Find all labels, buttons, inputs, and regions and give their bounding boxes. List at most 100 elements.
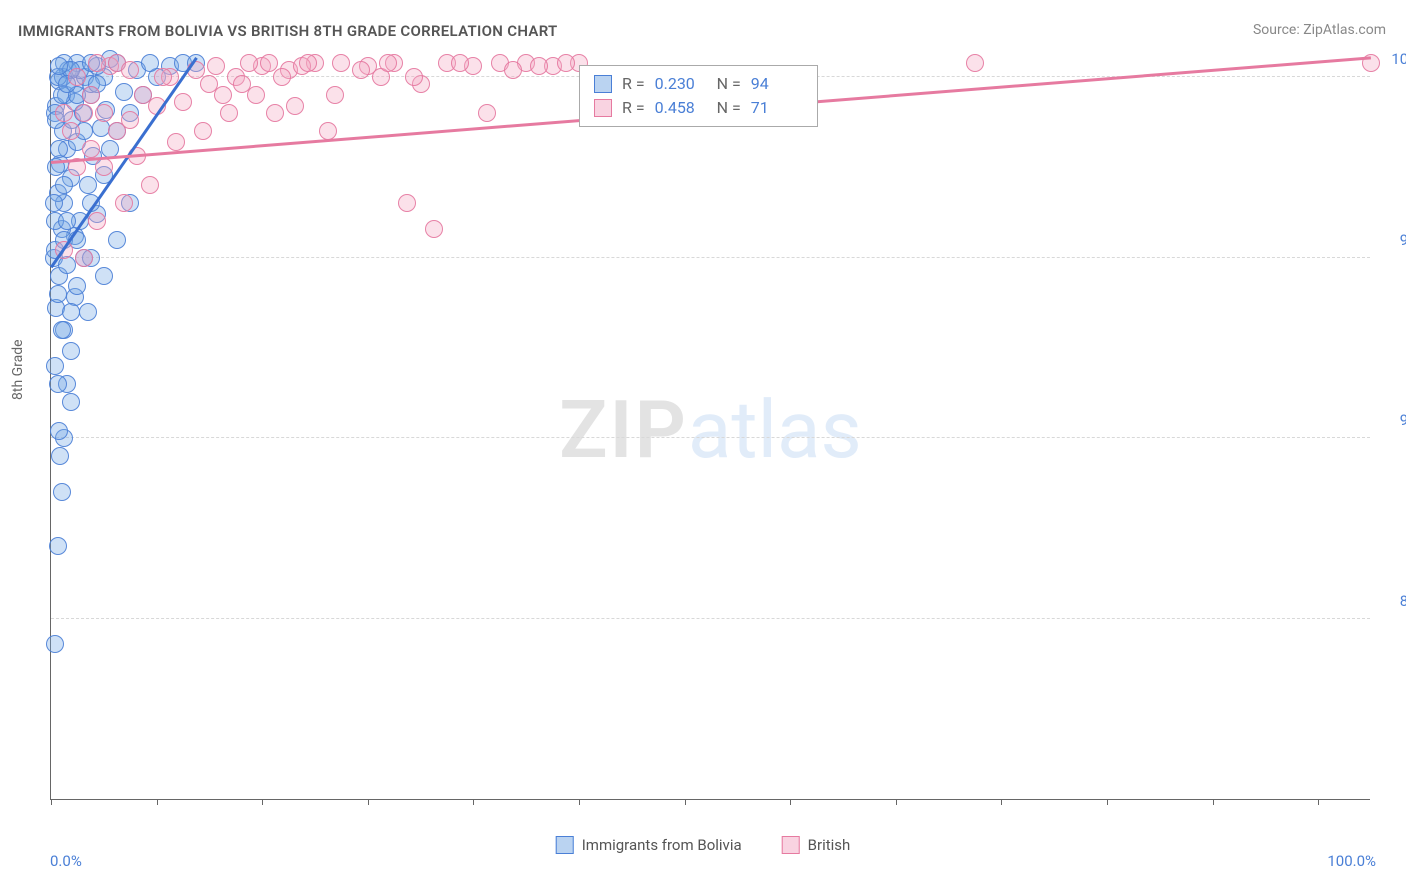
stats-swatch-icon (594, 99, 612, 117)
x-tick-label-min: 0.0% (50, 852, 82, 870)
data-point (214, 86, 232, 104)
data-point (53, 321, 71, 339)
data-point (115, 194, 133, 212)
data-point (141, 54, 159, 72)
y-tick-label: 95.0% (1380, 231, 1406, 249)
x-tick (368, 799, 369, 805)
x-tick (262, 799, 263, 805)
data-point (46, 357, 64, 375)
source-link[interactable]: ZipAtlas.com (1303, 22, 1386, 38)
data-point (266, 104, 284, 122)
data-point (194, 122, 212, 140)
gridline (51, 437, 1370, 438)
data-point (53, 483, 71, 501)
data-point (68, 68, 86, 86)
gridline (51, 257, 1370, 258)
data-point (240, 54, 258, 72)
data-point (62, 303, 80, 321)
x-tick (790, 799, 791, 805)
data-point (220, 104, 238, 122)
stat-r-label: R = (622, 72, 645, 96)
data-point (46, 635, 64, 653)
data-point (62, 122, 80, 140)
data-point (154, 68, 172, 86)
data-point (79, 176, 97, 194)
data-point (115, 83, 133, 101)
x-tick (896, 799, 897, 805)
x-tick (579, 799, 580, 805)
x-tick (473, 799, 474, 805)
data-point (51, 447, 69, 465)
stat-n-label: N = (717, 96, 741, 120)
legend-swatch-icon (556, 836, 574, 854)
stats-swatch-icon (594, 75, 612, 93)
data-point (299, 54, 317, 72)
x-tick (1001, 799, 1002, 805)
x-tick (157, 799, 158, 805)
data-point (121, 111, 139, 129)
data-point (504, 61, 522, 79)
watermark-zip: ZIP (559, 383, 688, 477)
data-point (75, 249, 93, 267)
legend-label: Immigrants from Bolivia (582, 836, 742, 854)
stat-r-value: 0.230 (655, 72, 707, 96)
source-attribution: Source: ZipAtlas.com (1253, 22, 1386, 38)
stat-n-value: 94 (751, 72, 803, 96)
data-point (55, 104, 73, 122)
data-point (95, 158, 113, 176)
data-point (88, 212, 106, 230)
data-point (68, 277, 86, 295)
data-point (379, 54, 397, 72)
data-point (966, 54, 984, 72)
legend: Immigrants from Bolivia British (556, 836, 851, 854)
stats-row: R = 0.230 N = 94 (594, 72, 803, 96)
data-point (49, 285, 67, 303)
legend-label: British (808, 836, 851, 854)
data-point (79, 303, 97, 321)
y-tick-label: 85.0% (1380, 592, 1406, 610)
data-point (207, 57, 225, 75)
legend-swatch-icon (782, 836, 800, 854)
data-point (75, 104, 93, 122)
data-point (286, 97, 304, 115)
source-prefix: Source: (1253, 22, 1303, 38)
data-point (49, 537, 67, 555)
data-point (141, 176, 159, 194)
stat-r-value: 0.458 (655, 96, 707, 120)
data-point (233, 75, 251, 93)
data-point (260, 54, 278, 72)
data-point (425, 220, 443, 238)
x-tick (1107, 799, 1108, 805)
stat-r-label: R = (622, 96, 645, 120)
data-point (332, 54, 350, 72)
x-tick-label-max: 100.0% (1327, 852, 1376, 870)
data-point (49, 375, 67, 393)
data-point (82, 140, 100, 158)
data-point (62, 342, 80, 360)
data-point (88, 54, 106, 72)
data-point (95, 104, 113, 122)
data-point (121, 61, 139, 79)
data-point (478, 104, 496, 122)
watermark-atlas: atlas (688, 383, 862, 477)
data-point (326, 86, 344, 104)
gridline (51, 618, 1370, 619)
legend-item: Immigrants from Bolivia (556, 836, 742, 854)
stats-row: R = 0.458 N = 71 (594, 96, 803, 120)
data-point (82, 86, 100, 104)
data-point (50, 140, 68, 158)
data-point (50, 422, 68, 440)
plot-area: ZIPatlas 85.0%90.0%95.0%100.0%R =0.230N … (50, 60, 1370, 800)
data-point (108, 231, 126, 249)
stat-n-label: N = (717, 72, 741, 96)
stat-n-value: 71 (751, 96, 803, 120)
y-tick-label: 90.0% (1380, 411, 1406, 429)
data-point (530, 57, 548, 75)
data-point (557, 54, 575, 72)
data-point (134, 86, 152, 104)
data-point (405, 68, 423, 86)
y-axis-label: 8th Grade (10, 339, 26, 400)
y-tick-label: 100.0% (1380, 50, 1406, 68)
data-point (174, 93, 192, 111)
x-tick (51, 799, 52, 805)
